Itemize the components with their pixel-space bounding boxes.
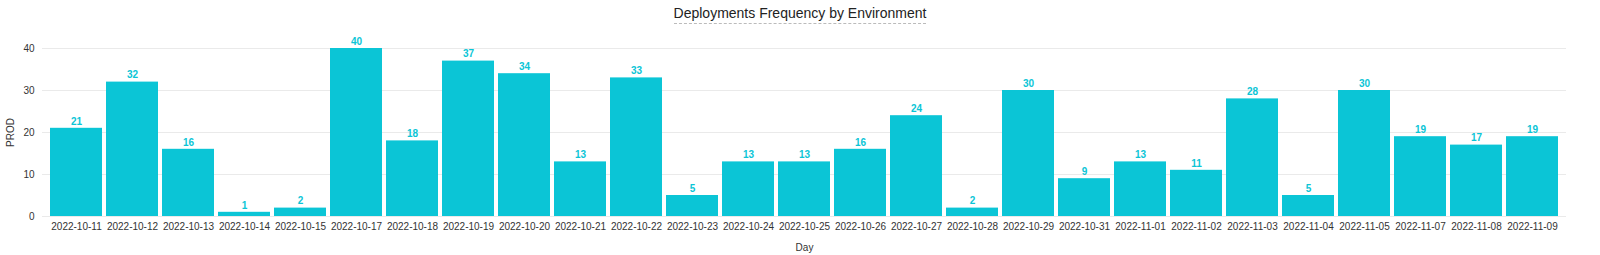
svg-text:2022-11-04: 2022-11-04 bbox=[1283, 221, 1334, 232]
svg-text:10: 10 bbox=[23, 169, 35, 180]
svg-text:2022-10-25: 2022-10-25 bbox=[779, 221, 831, 232]
svg-text:24: 24 bbox=[911, 103, 923, 114]
svg-text:11: 11 bbox=[1191, 158, 1202, 169]
svg-text:2022-10-29: 2022-10-29 bbox=[1003, 221, 1055, 232]
svg-text:33: 33 bbox=[631, 65, 643, 76]
svg-text:30: 30 bbox=[1023, 78, 1035, 89]
svg-text:2022-10-22: 2022-10-22 bbox=[611, 221, 663, 232]
svg-text:40: 40 bbox=[351, 36, 363, 47]
svg-text:19: 19 bbox=[1415, 124, 1427, 135]
svg-text:19: 19 bbox=[1527, 124, 1539, 135]
svg-text:2022-10-23: 2022-10-23 bbox=[667, 221, 719, 232]
svg-text:40: 40 bbox=[23, 43, 35, 54]
svg-text:16: 16 bbox=[855, 137, 867, 148]
svg-text:2022-10-11: 2022-10-11 bbox=[51, 221, 102, 232]
svg-text:17: 17 bbox=[1471, 132, 1483, 143]
svg-text:32: 32 bbox=[127, 69, 139, 80]
svg-text:5: 5 bbox=[1306, 183, 1312, 194]
svg-text:Day: Day bbox=[796, 242, 814, 253]
svg-text:13: 13 bbox=[1135, 149, 1147, 160]
svg-text:2022-11-08: 2022-11-08 bbox=[1451, 221, 1502, 232]
svg-text:2022-11-05: 2022-11-05 bbox=[1339, 221, 1390, 232]
svg-text:2: 2 bbox=[298, 195, 304, 206]
svg-text:2022-11-09: 2022-11-09 bbox=[1507, 221, 1558, 232]
svg-text:2022-11-03: 2022-11-03 bbox=[1227, 221, 1278, 232]
svg-text:2022-11-02: 2022-11-02 bbox=[1171, 221, 1222, 232]
svg-text:28: 28 bbox=[1247, 86, 1259, 97]
svg-text:2: 2 bbox=[970, 195, 976, 206]
svg-text:2022-10-17: 2022-10-17 bbox=[331, 221, 383, 232]
svg-text:2022-11-01: 2022-11-01 bbox=[1115, 221, 1166, 232]
svg-text:2022-10-27: 2022-10-27 bbox=[891, 221, 943, 232]
svg-text:13: 13 bbox=[799, 149, 811, 160]
html-text:Deployments Frequency by Envir: Deployments Frequency by Environment bbox=[673, 5, 927, 21]
svg-text:30: 30 bbox=[1359, 78, 1371, 89]
svg-text:18: 18 bbox=[407, 128, 419, 139]
svg-text:34: 34 bbox=[519, 61, 531, 72]
svg-text:21: 21 bbox=[71, 116, 83, 127]
svg-text:2022-10-28: 2022-10-28 bbox=[947, 221, 999, 232]
svg-text:37: 37 bbox=[463, 48, 475, 59]
svg-text:2022-10-18: 2022-10-18 bbox=[387, 221, 439, 232]
svg-text:2022-10-20: 2022-10-20 bbox=[499, 221, 551, 232]
svg-text:1: 1 bbox=[242, 200, 248, 211]
svg-text:2022-10-31: 2022-10-31 bbox=[1059, 221, 1111, 232]
svg-text:0: 0 bbox=[29, 211, 35, 222]
svg-text:13: 13 bbox=[575, 149, 587, 160]
svg-text:9: 9 bbox=[1082, 166, 1088, 177]
svg-text:2022-10-26: 2022-10-26 bbox=[835, 221, 887, 232]
svg-text:20: 20 bbox=[23, 127, 35, 138]
svg-text:2022-10-19: 2022-10-19 bbox=[443, 221, 495, 232]
svg-text:2022-10-15: 2022-10-15 bbox=[275, 221, 327, 232]
svg-text:PROD: PROD bbox=[5, 118, 16, 147]
svg-text:2022-10-14: 2022-10-14 bbox=[219, 221, 271, 232]
svg-text:5: 5 bbox=[690, 183, 696, 194]
svg-text:16: 16 bbox=[183, 137, 195, 148]
svg-text:2022-10-12: 2022-10-12 bbox=[107, 221, 159, 232]
svg-text:2022-11-07: 2022-11-07 bbox=[1395, 221, 1446, 232]
svg-text:2022-10-13: 2022-10-13 bbox=[163, 221, 215, 232]
svg-text:13: 13 bbox=[743, 149, 755, 160]
svg-text:30: 30 bbox=[23, 85, 35, 96]
svg-text:2022-10-24: 2022-10-24 bbox=[723, 221, 775, 232]
svg-text:2022-10-21: 2022-10-21 bbox=[555, 221, 607, 232]
